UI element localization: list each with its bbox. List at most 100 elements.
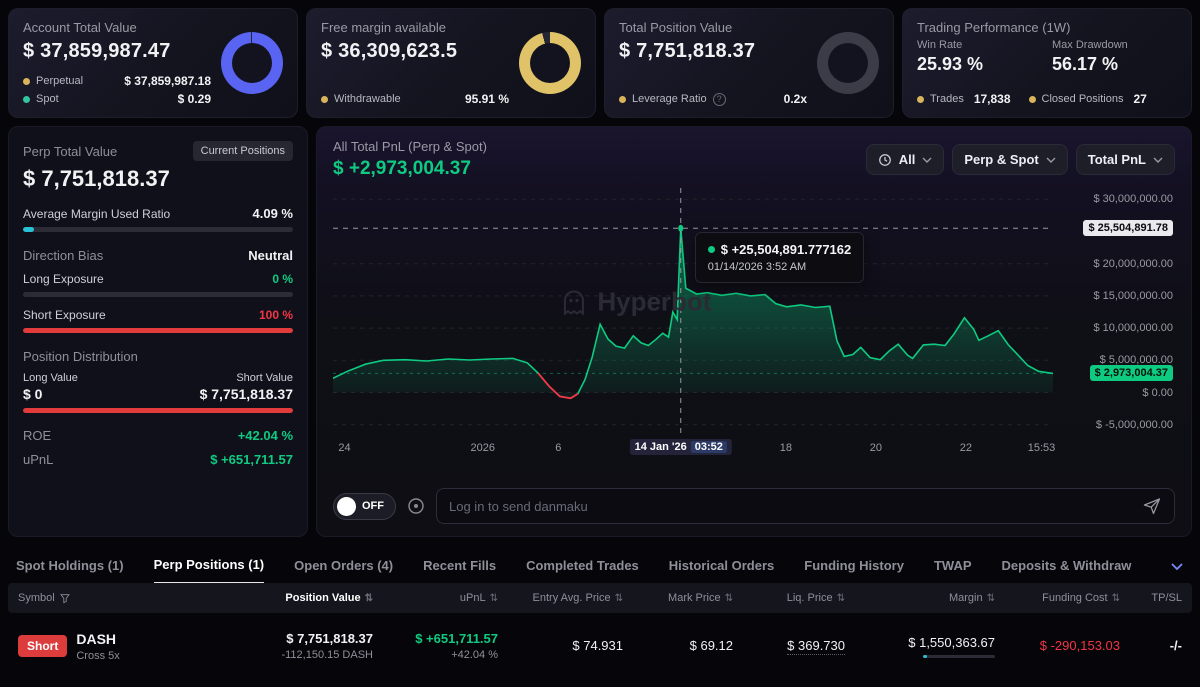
header-margin[interactable]: Margin ⇅ [948,592,995,604]
crosshair-date: 14 Jan '26 [634,441,687,453]
tab-twap[interactable]: TWAP [933,557,972,573]
y-axis-label: $ 5,000,000.00 [1099,354,1173,367]
pnl-area [333,228,1053,399]
y-axis-label: $ 0.00 [1142,386,1173,399]
x-axis: 14 Jan '26 03:52 24 2026 6 18 20 22 15:53 [333,436,1056,460]
chevron-down-icon [922,157,932,163]
long-exposure-label: Long Exposure [23,272,104,286]
pnl-line [333,228,1053,398]
time-range-dropdown[interactable]: All [865,144,945,175]
position-value-cell: $ 7,751,818.37 [286,631,373,646]
danmaku-toggle[interactable]: OFF [333,492,396,520]
pnl-chart-title: All Total PnL (Perp & Spot) [333,139,487,154]
pnl-loss-line [538,373,578,398]
position-donut-chart [817,32,879,94]
roe-label: ROE [23,428,52,443]
positions-table-header: Symbol Position Value ⇅ uPnL ⇅ Entry Avg. … [8,583,1192,613]
pnl-chart-panel: All Total PnL (Perp & Spot) $ +2,973,004… [316,126,1192,537]
position-row: Short DASH Cross 5x $ 7,751,818.37 -112,… [8,613,1192,679]
tab-spot-holdings[interactable]: Spot Holdings (1) [16,557,124,573]
tab-historical-orders[interactable]: Historical Orders [668,557,775,573]
toggle-knob [337,496,356,516]
header-symbol[interactable]: Symbol [18,592,223,604]
margin-ratio-value: 4.09 % [252,206,293,221]
liq-price-cell[interactable]: $ 369.730 [787,638,845,655]
leverage-dot [619,95,626,103]
pnl-total-value: $ +2,973,004.37 [333,158,471,179]
x-axis-label: 20 [869,442,882,454]
toggle-label: OFF [362,500,384,512]
danmaku-settings-icon[interactable] [406,496,426,516]
header-mark-price[interactable]: Mark Price ⇅ [668,592,733,604]
tab-recent-fills[interactable]: Recent Fills [423,557,497,573]
tab-funding-history[interactable]: Funding History [804,557,904,573]
account-donut-chart [221,32,283,94]
send-icon[interactable] [1142,496,1162,516]
tab-completed-trades[interactable]: Completed Trades [526,557,639,573]
header-upnl[interactable]: uPnL ⇅ [459,592,498,604]
filter-icon [59,594,70,604]
chart-tooltip: $ +25,504,891.777162 01/14/2026 3:52 AM [694,232,865,284]
margin-mini-bar-fill [923,654,928,658]
funding-cost-cell: $ -290,153.03 [1039,638,1120,653]
leverage-label: Leverage Ratio [632,93,707,105]
win-rate-label: Win Rate [917,39,963,51]
danmaku-input-wrap [436,488,1175,524]
free-margin-card: Free margin available $ 36,309,623.5 Wit… [306,8,596,118]
scope-dropdown[interactable]: Perp & Spot [952,144,1068,175]
pnl-plot-area[interactable]: Hyperbot $ +25,504,891.777162 01/14/2026… [333,188,1053,436]
max-drawdown-label: Max Drawdown [1052,39,1128,51]
header-entry-price[interactable]: Entry Avg. Price ⇅ [532,592,623,604]
pnl-chart[interactable] [333,188,1053,436]
legend-spot: Spot $ 0.29 [23,92,211,106]
clock-icon [878,153,891,166]
upnl-value: $ +651,711.57 [210,452,293,467]
position-value: $ 7,751,818.37 [619,40,756,62]
side-badge: Short [18,635,68,657]
trades-label: Trades [930,93,964,105]
y-axis-label: $ 15,000,000.00 [1093,289,1173,302]
short-exposure-value: 100 % [258,308,293,322]
legend-leverage: Leverage Ratio ? 0.2x [619,92,807,106]
danmaku-input[interactable] [449,498,1134,514]
tab-open-orders[interactable]: Open Orders (4) [294,557,394,573]
margin-mini-bar [923,654,995,658]
danmaku-bar: OFF [333,478,1175,524]
free-margin-value: $ 36,309,623.5 [321,40,458,62]
leverage-help-icon[interactable]: ? [712,92,726,106]
upnl-label: uPnL [23,452,54,467]
metric-dropdown[interactable]: Total PnL [1075,144,1175,175]
header-position-value[interactable]: Position Value ⇅ [285,592,373,604]
short-exposure-bar [23,328,293,333]
current-positions-button[interactable]: Current Positions [192,141,293,161]
sort-icon: ⇅ [489,592,498,604]
position-value-title: Total Position Value [619,20,733,35]
upnl-pct-cell: +42.04 % [451,649,498,661]
sort-icon: ⇅ [364,592,373,604]
account-total-card: Account Total Value $ 37,859,987.47 Perp… [8,8,298,118]
long-exposure-bar [23,292,293,297]
closed-positions-value: 27 [1133,92,1147,106]
sort-icon: ⇅ [724,592,733,604]
withdrawable-label: Withdrawable [334,93,401,105]
x-axis-label: 2026 [470,442,495,454]
tab-deposits-withdrawals[interactable]: Deposits & Withdraw [1001,557,1132,573]
upnl-cell: $ +651,711.57 [415,631,498,646]
tooltip-value: $ +25,504,891.777162 [720,242,852,258]
position-size-cell: -112,150.15 DASH [281,649,373,661]
sort-icon: ⇅ [836,592,845,604]
header-funding-cost[interactable]: Funding Cost ⇅ [1042,592,1120,604]
x-axis-label: 22 [959,442,972,454]
performance-card: Trading Performance (1W) Win Rate 25.93 … [902,8,1192,118]
header-liq-price[interactable]: Liq. Price ⇅ [786,592,845,604]
short-exposure-bar-fill [23,328,293,333]
x-axis-label: 15:53 [1027,442,1056,454]
withdrawable-value: 95.91 % [464,92,509,106]
tab-perp-positions[interactable]: Perp Positions (1) [153,549,265,583]
closed-positions-label: Closed Positions [1041,93,1124,105]
spot-dot [23,95,30,103]
short-value: $ 7,751,818.37 [199,386,293,402]
tabs-overflow-chevron-icon[interactable] [1170,562,1184,571]
position-value-card: Total Position Value $ 7,751,818.37 Leve… [604,8,894,118]
